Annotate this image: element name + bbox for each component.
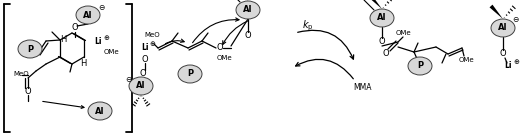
- Text: O: O: [140, 69, 147, 78]
- Text: Al: Al: [95, 106, 105, 115]
- Text: P: P: [187, 69, 193, 78]
- Text: Al: Al: [136, 81, 145, 90]
- Ellipse shape: [408, 57, 432, 75]
- Text: O: O: [217, 42, 224, 52]
- Text: $\oplus$: $\oplus$: [513, 56, 520, 66]
- Ellipse shape: [178, 65, 202, 83]
- Text: Al: Al: [83, 10, 93, 19]
- Polygon shape: [235, 0, 248, 1]
- Text: H: H: [60, 35, 66, 44]
- Text: MeO: MeO: [144, 32, 160, 38]
- Text: OMe: OMe: [104, 49, 119, 55]
- Text: Li: Li: [94, 38, 102, 47]
- Text: OMe: OMe: [458, 57, 474, 63]
- Text: O: O: [379, 38, 386, 47]
- Text: P: P: [27, 44, 33, 53]
- Text: Al: Al: [243, 5, 253, 15]
- Text: O: O: [500, 50, 507, 58]
- Text: H: H: [80, 60, 87, 69]
- Ellipse shape: [236, 1, 260, 19]
- Polygon shape: [490, 5, 503, 19]
- Text: $k_\mathrm{p}$: $k_\mathrm{p}$: [302, 19, 314, 33]
- Text: Li: Li: [504, 61, 512, 70]
- Text: $\oplus$: $\oplus$: [104, 33, 110, 41]
- Text: Al: Al: [377, 13, 387, 22]
- Ellipse shape: [88, 102, 112, 120]
- Text: Al: Al: [498, 24, 508, 33]
- Text: O: O: [72, 24, 78, 33]
- Ellipse shape: [370, 9, 394, 27]
- Text: $\ominus$: $\ominus$: [125, 75, 133, 84]
- Text: MeO: MeO: [13, 71, 29, 77]
- Text: P: P: [417, 61, 423, 70]
- Text: OMe: OMe: [395, 30, 411, 36]
- Text: MMA: MMA: [354, 84, 372, 92]
- Text: O: O: [245, 32, 251, 41]
- Ellipse shape: [76, 6, 100, 24]
- Text: O: O: [383, 49, 389, 58]
- Ellipse shape: [129, 77, 153, 95]
- Text: OMe: OMe: [216, 55, 232, 61]
- Ellipse shape: [491, 19, 515, 37]
- Text: Li: Li: [141, 44, 149, 52]
- Text: O: O: [142, 55, 148, 64]
- Text: $\ominus$: $\ominus$: [512, 16, 520, 24]
- Polygon shape: [369, 0, 382, 9]
- Text: $\ominus$: $\ominus$: [98, 2, 106, 12]
- Ellipse shape: [18, 40, 42, 58]
- Text: O: O: [24, 87, 31, 97]
- Text: $\oplus$: $\oplus$: [149, 38, 157, 47]
